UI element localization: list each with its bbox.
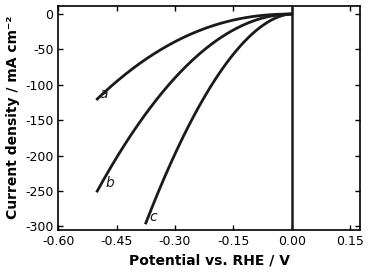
Text: b: b <box>105 176 114 189</box>
Text: c: c <box>150 210 157 224</box>
Y-axis label: Current density / mA cm⁻²: Current density / mA cm⁻² <box>6 16 20 219</box>
X-axis label: Potential vs. RHE / V: Potential vs. RHE / V <box>128 253 290 268</box>
Text: a: a <box>99 87 108 101</box>
